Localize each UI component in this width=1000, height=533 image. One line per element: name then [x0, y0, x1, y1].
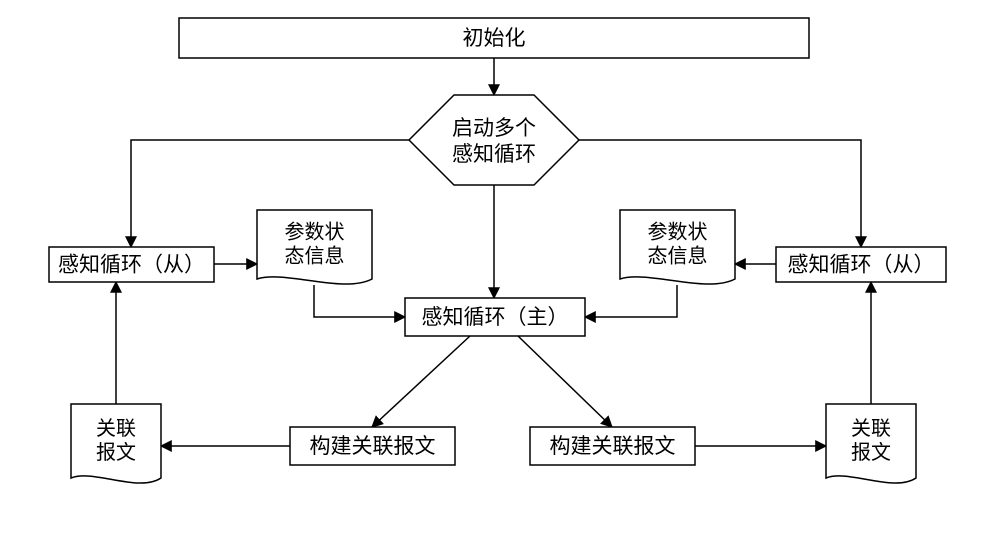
node-init: 初始化	[179, 18, 809, 58]
node-label: 感知循环（从）	[58, 253, 205, 277]
node-label: 报文	[851, 441, 891, 464]
node-buildL: 构建关联报文	[290, 427, 455, 465]
edge-main-buildR	[518, 336, 612, 427]
node-slaveL: 感知循环（从）	[49, 247, 214, 282]
edge-main-buildL	[372, 336, 470, 427]
edge-paramR-main	[585, 285, 677, 317]
node-label: 态信息	[285, 245, 345, 268]
node-label: 感知循环（从）	[788, 253, 935, 277]
node-label: 构建关联报文	[310, 434, 436, 458]
node-paramR: 参数状态信息	[620, 210, 735, 284]
node-paramL: 参数状态信息	[257, 210, 372, 284]
nodes: 初始化启动多个感知循环感知循环（从）感知循环（从）参数状态信息参数状态信息感知循…	[49, 18, 946, 483]
node-label: 感知循环	[452, 142, 536, 166]
node-label: 关联	[96, 417, 136, 440]
node-label: 启动多个	[452, 116, 536, 140]
edge-paramL-main	[314, 285, 405, 317]
node-label: 态信息	[648, 245, 708, 268]
node-label: 构建关联报文	[550, 434, 676, 458]
node-label: 报文	[96, 441, 136, 464]
node-msgL: 关联报文	[71, 404, 161, 483]
node-label: 关联	[851, 417, 891, 440]
node-label: 参数状	[285, 221, 345, 244]
node-label: 参数状	[648, 221, 708, 244]
node-main: 感知循环（主）	[405, 298, 585, 336]
node-buildR: 构建关联报文	[530, 427, 695, 465]
node-slaveR: 感知循环（从）	[776, 247, 946, 282]
node-label: 感知循环（主）	[422, 305, 569, 329]
node-label: 初始化	[463, 26, 526, 50]
node-msgR: 关联报文	[826, 404, 916, 483]
node-start: 启动多个感知循环	[409, 95, 579, 185]
